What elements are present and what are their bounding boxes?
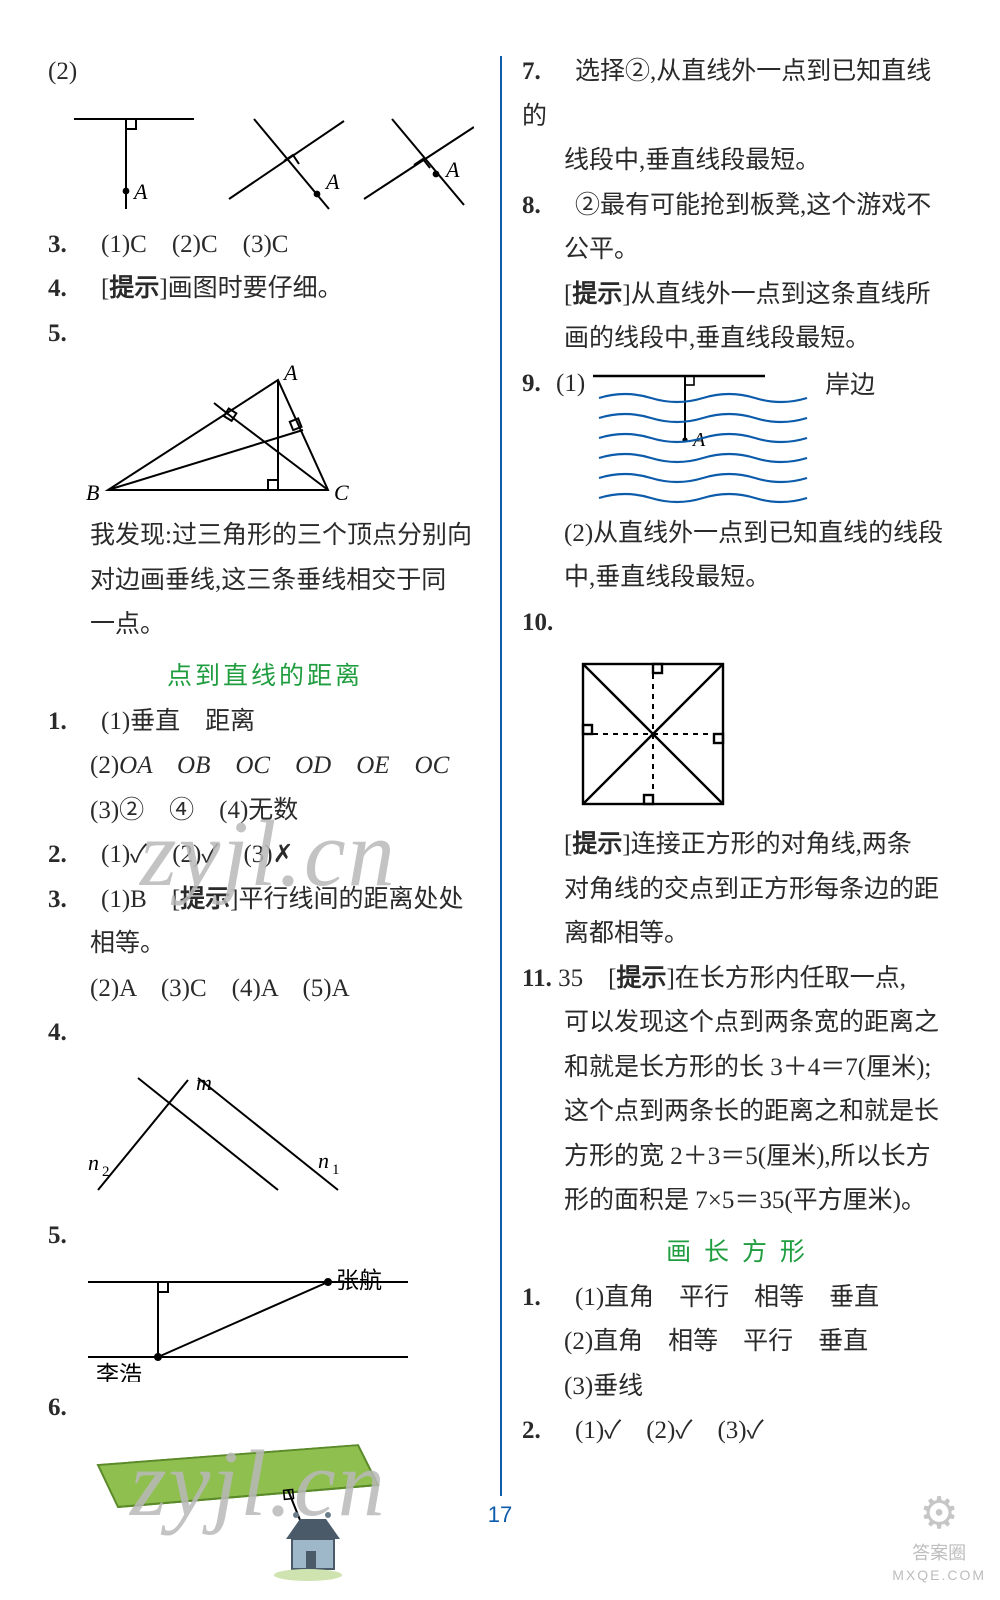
s1-q5-figure: 张航 李浩 <box>78 1262 482 1382</box>
q11-l2: 可以发现这个点到两条宽的距离之 <box>522 1001 952 1046</box>
q5-text2: 对边画垂线,这三条垂线相交于同 <box>48 559 482 604</box>
q5-text3: 一点。 <box>48 603 482 648</box>
s1-q3-l1: 3. (1)B [提示]平行线间的距离处处 <box>48 878 482 923</box>
s1-q2: 2. (1)✓ (2)✓ (3)✗ <box>48 833 482 878</box>
q11-l3: 和就是长方形的长 3＋4＝7(厘米); <box>522 1046 952 1091</box>
corner-brand: ⚙ 答案圈 MXQE.COM <box>892 1488 986 1586</box>
q4: 4. [提示]画图时要仔细。 <box>48 267 482 312</box>
q8-l2: 公平。 <box>522 228 952 273</box>
section1-title: 点到直线的距离 <box>48 656 482 692</box>
brand-sub: MXQE.COM <box>892 1567 986 1583</box>
svg-text:A: A <box>324 169 340 194</box>
s1-q1-l2: (2)OA OB OC OD OE OC <box>48 744 482 789</box>
q8-l4: 画的线段中,垂直线段最短。 <box>522 317 952 362</box>
q11-l5: 方形的宽 2＋3＝5(厘米),所以长方 <box>522 1135 952 1180</box>
s1-q5-num: 5. <box>48 1214 482 1259</box>
q10-figure <box>568 649 952 819</box>
left-column: (2) <box>48 50 500 1520</box>
s1-q1-l1: 1. (1)垂直 距离 <box>48 700 482 745</box>
q5-figure: A B C <box>78 360 482 510</box>
svg-text:李浩: 李浩 <box>96 1362 142 1382</box>
q9-row: 9.(1) A <box>522 362 952 512</box>
svg-text:n: n <box>318 1148 329 1173</box>
q9-l3: 中,垂直线段最短。 <box>522 556 952 601</box>
s2-q1-l1: 1. (1)直角 平行 相等 垂直 <box>522 1276 952 1321</box>
q2-figure: A A A <box>54 99 482 219</box>
s2-q1-l2: (2)直角 相等 平行 垂直 <box>522 1320 952 1365</box>
q10-l3: 离都相等。 <box>522 912 952 957</box>
s1-q3-l3: (2)A (3)C (4)A (5)A <box>48 967 482 1012</box>
hint-key: 提示 <box>109 275 159 302</box>
q7-l2: 线段中,垂直线段最短。 <box>522 139 952 184</box>
s1-q3-l2: 相等。 <box>48 922 482 967</box>
svg-text:A: A <box>444 157 460 182</box>
svg-text:1: 1 <box>332 1162 340 1178</box>
svg-text:C: C <box>334 480 349 505</box>
s1-q6-num: 6. <box>48 1386 482 1431</box>
q10-l1: [提示]连接正方形的对角线,两条 <box>522 823 952 868</box>
svg-text:A: A <box>282 360 298 385</box>
svg-text:n: n <box>88 1150 99 1175</box>
q11-l4: 这个点到两条长的距离之和就是长 <box>522 1090 952 1135</box>
q9-shore-label: 岸边 <box>825 362 875 409</box>
q2-label: (2) <box>48 50 482 95</box>
s1-q1-l3: (3)② ④ (4)无数 <box>48 789 482 834</box>
q2-text: (2) <box>48 58 77 85</box>
s1-q4-figure: n 2 m n 1 <box>78 1060 482 1210</box>
svg-text:张航: 张航 <box>336 1268 382 1293</box>
q10-l2: 对角线的交点到正方形每条边的距 <box>522 868 952 913</box>
right-column: 7. 选择②,从直线外一点到已知直线的 线段中,垂直线段最短。 8. ②最有可能… <box>500 50 952 1520</box>
s2-q2: 2. (1)✓ (2)✓ (3)✓ <box>522 1409 952 1454</box>
q3: 3. (1)C (2)C (3)C <box>48 223 482 268</box>
q10-num: 10. <box>522 601 952 646</box>
svg-text:2: 2 <box>102 1164 110 1180</box>
page-number: 17 <box>0 1502 1000 1528</box>
q11-l6: 形的面积是 7×5＝35(平方厘米)。 <box>522 1179 952 1224</box>
q5-text1: 我发现:过三角形的三个顶点分别向 <box>48 514 482 559</box>
q8-l1: 8. ②最有可能抢到板凳,这个游戏不 <box>522 184 952 229</box>
s1-q4-num: 4. <box>48 1011 482 1056</box>
svg-text:m: m <box>196 1070 212 1095</box>
q8-l3: [提示]从直线外一点到这条直线所 <box>522 273 952 318</box>
q7-l1: 7. 选择②,从直线外一点到已知直线的 <box>522 50 952 139</box>
svg-text:A: A <box>132 179 148 204</box>
section2-title: 画 长 方 形 <box>522 1232 952 1268</box>
svg-text:B: B <box>86 480 99 505</box>
gear-icon: ⚙ <box>892 1488 986 1541</box>
q5-num: 5. <box>48 312 482 357</box>
s2-q1-l3: (3)垂线 <box>522 1365 952 1410</box>
brand-text: 答案圈 <box>912 1543 966 1563</box>
q9-l2: (2)从直线外一点到已知直线的线段 <box>522 512 952 557</box>
q11-l1: 11. 35 [提示]在长方形内任取一点, <box>522 957 952 1002</box>
